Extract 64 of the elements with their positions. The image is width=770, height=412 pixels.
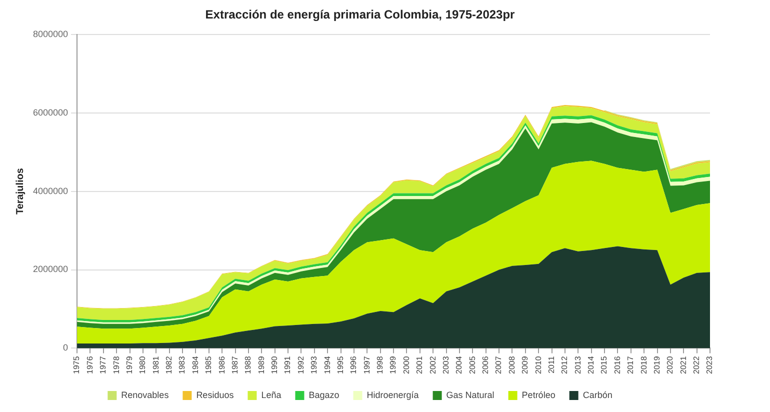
x-tick-label: 2001 xyxy=(415,356,424,374)
x-tick-label: 1990 xyxy=(270,356,280,374)
x-tick-label: 2005 xyxy=(468,356,477,374)
x-tick-label: 1985 xyxy=(204,356,214,374)
x-tick-label: 1980 xyxy=(138,356,148,374)
x-tick-label: 2020 xyxy=(666,356,675,374)
x-tick-label: 2016 xyxy=(612,356,622,374)
x-tick-label: 1991 xyxy=(283,356,292,374)
x-tick-label: 1977 xyxy=(98,356,108,374)
y-tick-label: 2000000 xyxy=(32,264,68,274)
x-tick-label: 2013 xyxy=(573,356,582,374)
legend-label: Residuos xyxy=(196,390,234,400)
x-tick-label: 1992 xyxy=(296,356,306,374)
y-tick-label: 0 xyxy=(63,342,68,353)
x-tick-label: 2017 xyxy=(626,356,636,374)
x-tick-label: 1999 xyxy=(388,356,398,374)
x-tick-label: 1987 xyxy=(230,356,240,374)
legend-label: Hidroenergía xyxy=(366,390,419,400)
x-tick-label: 2019 xyxy=(652,356,662,374)
x-tick-label: 2003 xyxy=(441,356,450,374)
x-tick-label: 2014 xyxy=(586,356,596,374)
x-tick-label: 1994 xyxy=(322,356,332,374)
legend-label: Carbón xyxy=(582,390,612,400)
x-tick-label: 1979 xyxy=(124,356,134,374)
x-tick-label: 2023 xyxy=(705,356,714,374)
x-tick-label: 1993 xyxy=(310,356,319,374)
x-tick-label: 2011 xyxy=(546,356,556,374)
y-axis-title: Terajulios xyxy=(14,168,26,215)
y-tick-label: 6000000 xyxy=(32,107,68,118)
chart-title: Extracción de energía primaria Colombia, 1975-2023pr xyxy=(205,8,516,22)
legend-label: Gas Natural xyxy=(446,390,494,400)
x-tick-label: 1983 xyxy=(178,356,187,374)
x-tick-label: 1984 xyxy=(190,356,200,374)
legend-label: Renovables xyxy=(121,390,170,400)
y-tick-label: 4000000 xyxy=(32,186,68,196)
x-tick-label: 1995 xyxy=(336,356,345,374)
x-tick-label: 1982 xyxy=(164,356,174,374)
x-tick-label: 1996 xyxy=(349,356,358,374)
x-tick-label: 1988 xyxy=(244,356,253,374)
x-tick-label: 2002 xyxy=(428,356,438,374)
x-tick-label: 1986 xyxy=(217,356,226,374)
x-tick-label: 1989 xyxy=(256,356,266,374)
x-tick-label: 2018 xyxy=(639,356,648,374)
x-tick-label: 2007 xyxy=(494,356,504,374)
x-tick-label: 1997 xyxy=(362,356,372,374)
x-tick-label: 2015 xyxy=(600,356,609,374)
x-tick-label: 2008 xyxy=(507,356,516,374)
x-tick-label: 1978 xyxy=(112,356,121,374)
x-tick-label: 2022 xyxy=(692,356,702,374)
x-tick-label: 2009 xyxy=(520,356,530,374)
x-tick-label: 1981 xyxy=(151,356,160,374)
x-tick-label: 2006 xyxy=(481,356,490,374)
legend-label: Petróleo xyxy=(522,390,556,400)
y-tick-label: 8000000 xyxy=(32,28,68,39)
x-tick-label: 1975 xyxy=(72,356,82,374)
x-tick-label: 2012 xyxy=(560,356,570,374)
x-tick-label: 2010 xyxy=(534,356,543,374)
x-tick-label: 2021 xyxy=(678,356,688,374)
x-tick-label: 1998 xyxy=(376,356,385,374)
legend-label: Bagazo xyxy=(308,390,340,400)
x-tick-label: 1976 xyxy=(85,356,94,374)
x-tick-label: 2000 xyxy=(402,356,411,374)
x-tick-label: 2004 xyxy=(454,356,464,374)
legend-label: Leña xyxy=(261,390,282,400)
